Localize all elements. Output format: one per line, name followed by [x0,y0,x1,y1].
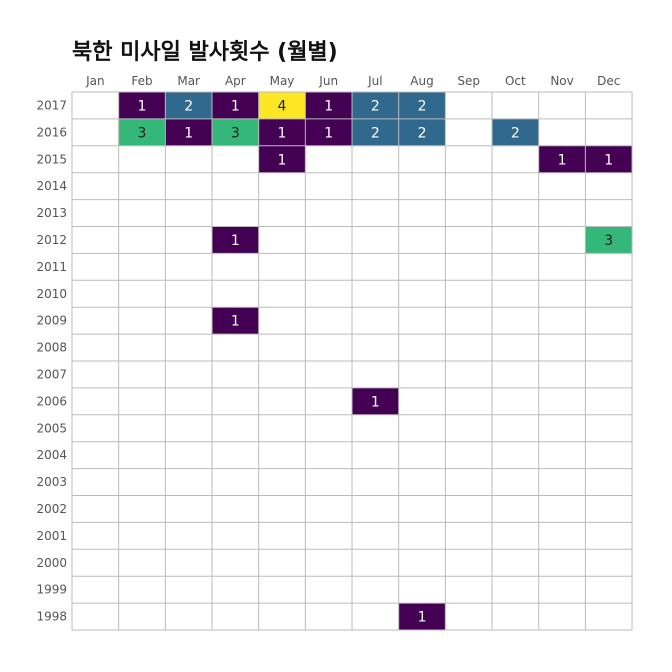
cell-value-label: 2 [511,125,520,141]
year-label-2011: 2011 [36,260,67,274]
cell-value-label: 1 [604,152,613,168]
heatmap-cell-2016-apr [212,118,259,146]
year-label-1999: 1999 [36,583,67,597]
month-label-sep: Sep [457,74,480,88]
heatmap-cell-2015-may [258,145,306,173]
heatmap-cell-2017-aug [398,92,446,119]
month-label-jul: Jul [367,74,382,88]
month-label-apr: Apr [225,74,246,88]
heatmap-cell-2016-jul [352,118,399,146]
cell-value-label: 3 [604,233,613,249]
heatmap-cell-2016-may [258,118,306,146]
cell-value-label: 1 [278,152,287,168]
month-label-dec: Dec [597,74,620,88]
heatmap-cell-2012-apr [212,226,259,254]
heatmap-cell-2017-jun [305,92,353,119]
cell-value-label: 1 [138,98,147,114]
heatmap-cell-2016-jun [305,118,353,146]
cell-value-label: 4 [278,98,287,114]
heatmap-cell-2012-dec [585,226,633,254]
cell-value-label: 2 [418,125,427,141]
cell-value-label: 3 [231,125,240,141]
year-label-2015: 2015 [36,152,67,166]
cell-value-label: 1 [231,314,240,330]
year-label-2003: 2003 [36,475,67,489]
year-label-2006: 2006 [36,394,67,408]
cell-value-label: 1 [278,125,287,141]
cell-value-label: 1 [231,98,240,114]
month-label-aug: Aug [410,74,433,88]
year-label-2005: 2005 [36,421,67,435]
heatmap-cell-2017-jul [352,92,399,119]
month-label-jun: Jun [318,74,338,88]
heatmap-cell-2015-dec [585,145,633,173]
cell-value-label: 3 [138,125,147,141]
year-label-2013: 2013 [36,206,67,220]
heatmap-cell-2016-oct [492,118,539,146]
year-label-2017: 2017 [36,98,67,112]
month-label-jan: Jan [85,74,105,88]
heatmap-cell-2017-feb [118,92,166,119]
heatmap-cell-2016-aug [398,118,446,146]
year-label-2014: 2014 [36,179,67,193]
year-label-2012: 2012 [36,233,67,247]
year-label-2001: 2001 [36,529,67,543]
cell-value-label: 1 [418,610,427,626]
cell-value-label: 1 [371,394,380,410]
year-label-2000: 2000 [36,556,67,570]
heatmap-cell-1998-aug [398,603,446,630]
cell-value-label: 1 [231,233,240,249]
cell-value-label: 2 [371,98,380,114]
month-label-mar: Mar [177,74,200,88]
year-label-2008: 2008 [36,341,67,355]
cell-value-label: 2 [184,98,193,114]
year-label-2007: 2007 [36,367,67,381]
heatmap-cell-2009-apr [212,307,259,335]
cell-value-label: 1 [324,98,333,114]
month-label-oct: Oct [505,74,526,88]
cell-value-label: 2 [418,98,427,114]
year-label-2010: 2010 [36,287,67,301]
year-label-2002: 2002 [36,502,67,516]
cell-value-label: 1 [558,152,567,168]
heatmap-cell-2015-nov [538,145,586,173]
month-label-nov: Nov [550,74,573,88]
year-label-2016: 2016 [36,125,67,139]
heatmap-cell-2016-mar [165,118,213,146]
chart-title: 북한 미사일 발사횟수 (월별) [72,40,338,65]
cell-value-label: 2 [371,125,380,141]
year-label-2009: 2009 [36,314,67,328]
heatmap-cell-2016-feb [118,118,166,146]
heatmap-cell-2017-mar [165,92,213,119]
heatmap-cell-2017-may [258,92,306,119]
year-label-1998: 1998 [36,610,67,624]
heatmap-cell-2006-jul [352,387,399,415]
month-label-may: May [270,74,295,88]
cell-value-label: 1 [324,125,333,141]
cell-value-label: 1 [184,125,193,141]
year-label-2004: 2004 [36,448,67,462]
month-label-feb: Feb [131,74,152,88]
heatmap-cell-2017-apr [212,92,259,119]
